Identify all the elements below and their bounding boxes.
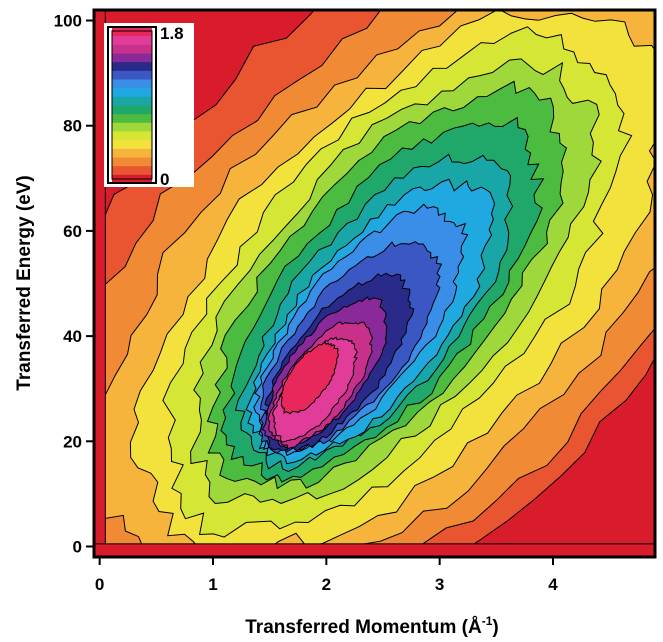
colorbar-swatch bbox=[112, 131, 152, 141]
colorbar-swatch bbox=[112, 96, 152, 106]
colorbar-swatch bbox=[112, 157, 152, 167]
colorbar-swatch bbox=[112, 35, 152, 45]
colorbar-swatch bbox=[112, 113, 152, 123]
colorbar-inner-frame bbox=[111, 30, 153, 180]
colorbar-swatch bbox=[112, 122, 152, 132]
y-tick-label: 0 bbox=[73, 537, 82, 556]
colorbar-swatch bbox=[112, 79, 152, 89]
x-axis-ticks: 0 1 2 3 4 bbox=[95, 557, 558, 594]
contour-edge-left bbox=[94, 10, 106, 557]
x-tick-label: 3 bbox=[435, 575, 444, 594]
colorbar-max-label: 1.8 bbox=[160, 24, 184, 43]
colorbar-swatch bbox=[112, 87, 152, 97]
colorbar-frame bbox=[107, 26, 157, 184]
x-axis-title-superscript: -1 bbox=[482, 614, 493, 628]
x-axis-title: Transferred Momentum (Å-1) bbox=[245, 614, 498, 638]
plot-frame bbox=[92, 8, 657, 559]
colorbar: 1.80 bbox=[104, 23, 194, 189]
y-tick-label: 100 bbox=[54, 12, 82, 31]
colorbar-swatch bbox=[112, 148, 152, 158]
x-tick-label: 1 bbox=[208, 575, 217, 594]
colorbar-swatch bbox=[112, 53, 152, 63]
y-tick-label: 20 bbox=[63, 432, 82, 451]
colorbar-min-label: 0 bbox=[160, 170, 169, 189]
colorbar-swatch bbox=[112, 61, 152, 71]
y-axis-title: Transferred Energy (eV) bbox=[14, 175, 35, 390]
y-tick-label: 60 bbox=[63, 222, 82, 241]
x-tick-label: 4 bbox=[548, 575, 558, 594]
contour-level-17 bbox=[279, 342, 340, 415]
y-tick-label: 80 bbox=[63, 117, 82, 136]
colorbar-swatch bbox=[112, 44, 152, 54]
colorbar-swatch bbox=[112, 165, 152, 175]
y-tick-label: 40 bbox=[63, 327, 82, 346]
colorbar-swatch bbox=[112, 139, 152, 149]
colorbar-swatch bbox=[112, 27, 152, 37]
contour-edge-bottom bbox=[94, 543, 655, 557]
x-tick-label: 2 bbox=[322, 575, 331, 594]
colorbar-swatch bbox=[112, 105, 152, 115]
colorbar-swatch bbox=[112, 70, 152, 80]
y-axis-ticks: 0 20 40 60 80 100 bbox=[54, 12, 94, 556]
x-tick-label: 0 bbox=[95, 575, 104, 594]
